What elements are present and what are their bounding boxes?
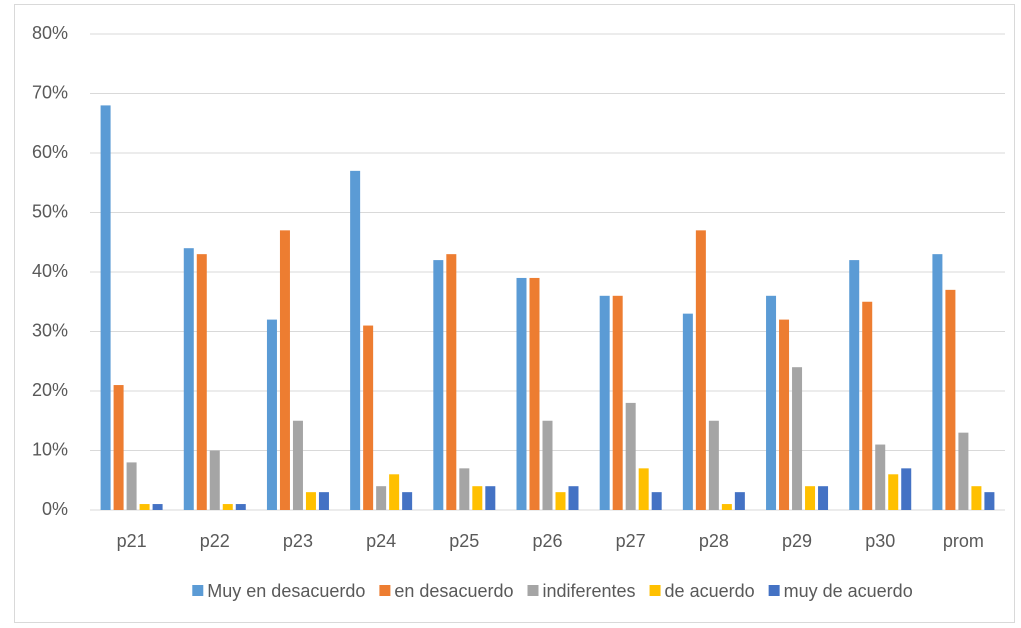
y-tick-label: 10% bbox=[32, 439, 68, 459]
bar bbox=[433, 260, 444, 510]
x-tick-label: p25 bbox=[449, 531, 479, 551]
bar bbox=[682, 313, 693, 510]
bar bbox=[113, 385, 124, 510]
y-tick-label: 0% bbox=[42, 499, 68, 519]
bar bbox=[402, 492, 413, 510]
bar bbox=[945, 289, 956, 510]
bar bbox=[805, 486, 816, 510]
bar bbox=[875, 444, 886, 510]
x-tick-label: p27 bbox=[616, 531, 646, 551]
bar bbox=[612, 295, 623, 510]
legend-label: de acuerdo bbox=[665, 581, 755, 601]
bar bbox=[932, 254, 943, 510]
bar bbox=[568, 486, 579, 510]
bar bbox=[389, 474, 400, 510]
bar bbox=[472, 486, 483, 510]
bar bbox=[555, 492, 566, 510]
bar bbox=[529, 277, 540, 510]
bar bbox=[901, 468, 912, 510]
bar bbox=[849, 260, 860, 510]
bar bbox=[209, 450, 220, 510]
x-tick-label: p22 bbox=[200, 531, 230, 551]
legend-swatch bbox=[649, 585, 661, 596]
bar bbox=[196, 254, 207, 510]
legend-label: Muy en desacuerdo bbox=[207, 581, 365, 601]
bar bbox=[599, 295, 610, 510]
bar bbox=[958, 432, 969, 510]
bar bbox=[708, 420, 719, 510]
y-tick-label: 40% bbox=[32, 261, 68, 281]
bar bbox=[100, 105, 111, 511]
y-tick-label: 20% bbox=[32, 380, 68, 400]
y-tick-label: 60% bbox=[32, 142, 68, 162]
legend-label: en desacuerdo bbox=[394, 581, 513, 601]
x-tick-label: p24 bbox=[366, 531, 396, 551]
bar bbox=[485, 486, 496, 510]
legend-swatch bbox=[379, 585, 391, 596]
bar bbox=[292, 420, 303, 510]
bar bbox=[459, 468, 470, 510]
x-tick-label: p28 bbox=[699, 531, 729, 551]
bar bbox=[542, 420, 553, 510]
bar bbox=[792, 367, 803, 510]
bar bbox=[126, 462, 137, 510]
y-tick-label: 80% bbox=[32, 23, 68, 43]
bar bbox=[971, 486, 982, 510]
chart-border bbox=[14, 4, 1015, 623]
bar bbox=[766, 295, 777, 510]
bar bbox=[305, 492, 316, 510]
x-tick-label: prom bbox=[943, 531, 984, 551]
x-tick-label: p30 bbox=[865, 531, 895, 551]
x-tick-label: p23 bbox=[283, 531, 313, 551]
x-tick-label: p29 bbox=[782, 531, 812, 551]
legend-swatch bbox=[192, 585, 204, 596]
bar bbox=[651, 492, 662, 510]
bar bbox=[862, 301, 873, 510]
bar bbox=[266, 319, 277, 510]
bar bbox=[638, 468, 649, 510]
x-tick-label: p21 bbox=[117, 531, 147, 551]
legend-swatch bbox=[768, 585, 780, 596]
bar bbox=[350, 170, 361, 510]
bar bbox=[446, 254, 457, 510]
bar bbox=[235, 504, 246, 510]
bar bbox=[779, 319, 790, 510]
bar bbox=[695, 230, 706, 510]
legend-label: muy de acuerdo bbox=[784, 581, 913, 601]
y-tick-label: 30% bbox=[32, 320, 68, 340]
bar bbox=[888, 474, 899, 510]
bar bbox=[734, 492, 745, 510]
x-tick-label: p26 bbox=[532, 531, 562, 551]
legend-label: indiferentes bbox=[542, 581, 635, 601]
bar bbox=[984, 492, 995, 510]
legend-swatch bbox=[527, 585, 539, 596]
bar bbox=[318, 492, 329, 510]
bar bbox=[818, 486, 829, 510]
bar bbox=[376, 486, 387, 510]
bar bbox=[279, 230, 290, 510]
y-tick-label: 50% bbox=[32, 201, 68, 221]
bar bbox=[222, 504, 233, 510]
bar bbox=[625, 402, 636, 510]
bar bbox=[139, 504, 150, 510]
bar bbox=[516, 277, 527, 510]
bar bbox=[721, 504, 732, 510]
bar bbox=[183, 248, 194, 510]
bar bbox=[363, 325, 374, 510]
bar bbox=[152, 504, 163, 510]
y-tick-label: 70% bbox=[32, 82, 68, 102]
